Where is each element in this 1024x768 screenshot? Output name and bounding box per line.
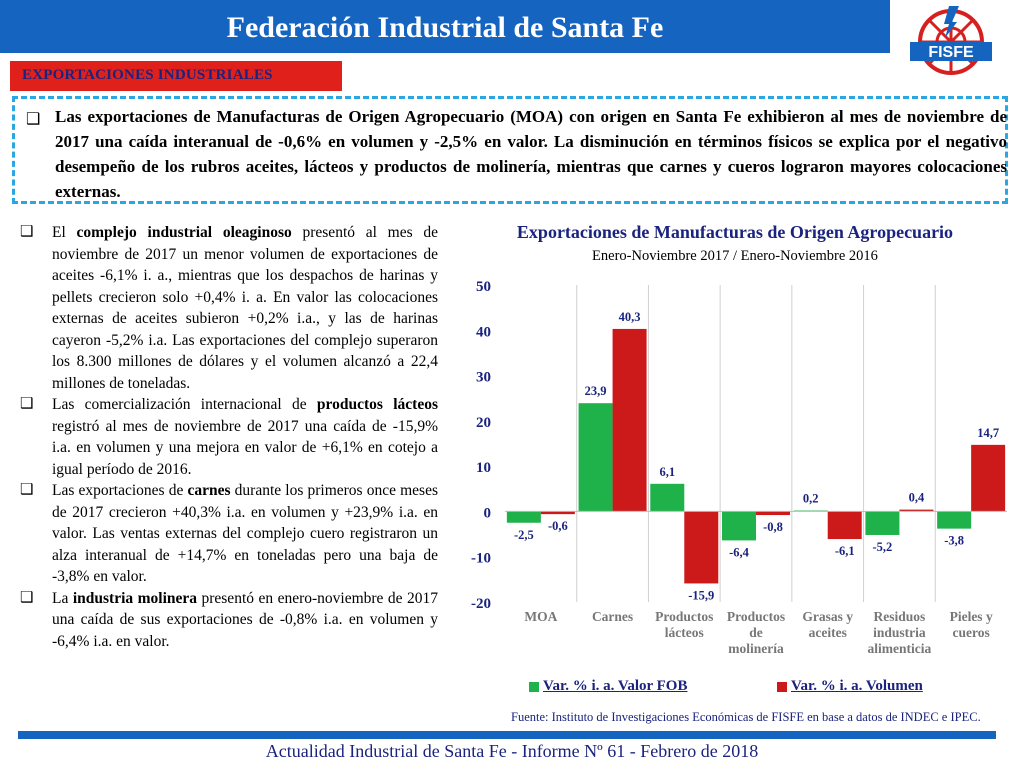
x-category-label: industria [873,625,926,640]
bar-valor [865,511,900,535]
bar-valor [650,483,685,512]
x-category-label: Carnes [592,609,633,624]
bullet-text: presentó en enero-noviembre de 2017 una … [52,589,439,650]
bar-volumen [827,511,862,540]
chart-source: Fuente: Instituto de Investigaciones Eco… [511,710,981,724]
section-tag-label: EXPORTACIONES INDUSTRIALES [22,67,273,83]
checkbox-bullet-icon: ❑ [20,224,34,240]
checkbox-bullet-icon: ❑ [26,111,41,128]
footer-text: Actualidad Industrial de Santa Fe - Info… [265,741,759,761]
bullet-text: Las comercialización internacional de [52,396,317,413]
data-label: -0,8 [763,520,783,534]
bullet-keyword: complejo industrial oleaginoso [76,224,292,241]
bullet-item: ❑ La industria molinera presentó en enero… [18,588,438,653]
bullet-keyword: industria molinera [72,589,198,607]
footer-rule [18,731,996,739]
data-label: -5,2 [873,540,893,554]
y-tick-label: 0 [484,505,492,521]
bar-valor [506,511,541,523]
legend-item-valor: Var. % i. a. Valor FOB [529,678,687,695]
data-label: -6,4 [729,545,750,559]
x-category-label: Residuos [874,609,926,624]
logo-text: FISFE [928,44,974,61]
bullet-text: La [52,589,73,607]
chart: Exportaciones de Manufacturas de Origen … [455,220,1015,740]
x-category-label: de [749,625,763,640]
summary-text: Las exportaciones de Manufacturas de Ori… [55,107,1007,201]
bar-volumen [612,328,647,512]
y-tick-label: 50 [476,279,491,295]
checkbox-bullet-icon: ❑ [20,589,34,606]
fisfe-logo: FISFE [910,6,992,75]
chart-subtitle: Enero-Noviembre 2017 / Enero-Noviembre 2… [592,248,878,264]
bar-valor [937,511,972,529]
bullet-item: ❑ El complejo industrial oleaginoso prese… [18,222,438,394]
checkbox-bullet-icon: ❑ [20,482,34,498]
data-label: -15,9 [688,588,714,602]
bullet-list: ❑ El complejo industrial oleaginoso prese… [18,222,438,652]
y-tick-label: 30 [476,370,491,386]
bar-valor [722,511,756,541]
summary-box: ❑ Las exportaciones de Manufacturas de O… [12,96,1008,204]
data-label: 14,7 [977,426,999,440]
data-label: 40,3 [619,310,641,324]
legend-swatch-volumen [777,681,787,692]
bullet-text: durante los primeros once meses de 2017 … [52,482,438,585]
legend-swatch-valor [529,681,539,692]
bar-volumen [684,511,719,584]
y-tick-label: 10 [476,460,491,476]
checkbox-bullet-icon: ❑ [20,396,34,412]
bullet-item: ❑ Las exportaciones de carnes durante los… [18,480,438,588]
bar-valor [578,403,613,512]
data-label: -2,5 [514,528,534,542]
x-category-label: aceites [809,625,847,640]
x-category-label: alimenticia [868,641,932,656]
bar-volumen [756,511,790,516]
legend-label-valor: Var. % i. a. Valor FOB [543,678,688,694]
y-tick-label: 20 [476,415,491,431]
y-tick-label: -20 [471,596,491,612]
x-category-label: Grasas y [802,609,853,624]
title-bar [0,0,890,53]
bullet-item: ❑ Las comercialización internacional de p… [18,394,438,480]
bar-chart-svg: 50 40 30 20 10 0 -10 -20 -2,5 23,9 6,1 -6,4 0,2 -5,2 -… [471,279,1007,656]
y-tick-label: -10 [471,551,491,567]
data-label: -3,8 [944,534,964,548]
data-label: 0,4 [909,491,925,505]
bullet-text: registró al mes de noviembre de 2017 una… [52,417,438,478]
bar-volumen [899,509,934,512]
data-label: -6,1 [835,544,855,558]
chart-title: Exportaciones de Manufacturas de Origen … [516,222,954,242]
x-category-label: molinería [728,641,784,656]
data-label: 6,1 [659,465,675,479]
data-label: 0,2 [803,492,819,506]
bullet-keyword: carnes [187,482,231,499]
bullet-text: El [52,224,77,241]
x-category-label: MOA [524,609,557,624]
y-tick-label: 40 [476,324,491,340]
data-label: 23,9 [585,384,607,398]
x-category-label: Productos [727,609,785,624]
legend-item-volumen: Var. % i. a. Volumen [777,678,923,695]
legend-label-volumen: Var. % i. a. Volumen [791,678,923,694]
x-category-label: lácteos [665,625,704,640]
bullet-keyword: productos lácteos [316,396,438,413]
x-category-label: Productos [655,609,713,624]
bullet-text: Las exportaciones de [52,482,188,499]
bar-volumen [540,511,575,515]
bar-volumen [971,444,1006,512]
section-tag: EXPORTACIONES INDUSTRIALES [10,61,342,91]
page-title: Federación Industrial de Santa Fe [226,11,664,44]
data-label: -0,6 [548,519,568,533]
bullet-text: presentó al mes de noviembre de 2017 un … [52,224,438,392]
x-category-label: Pieles y [950,609,993,624]
x-category-label: cueros [953,625,990,640]
